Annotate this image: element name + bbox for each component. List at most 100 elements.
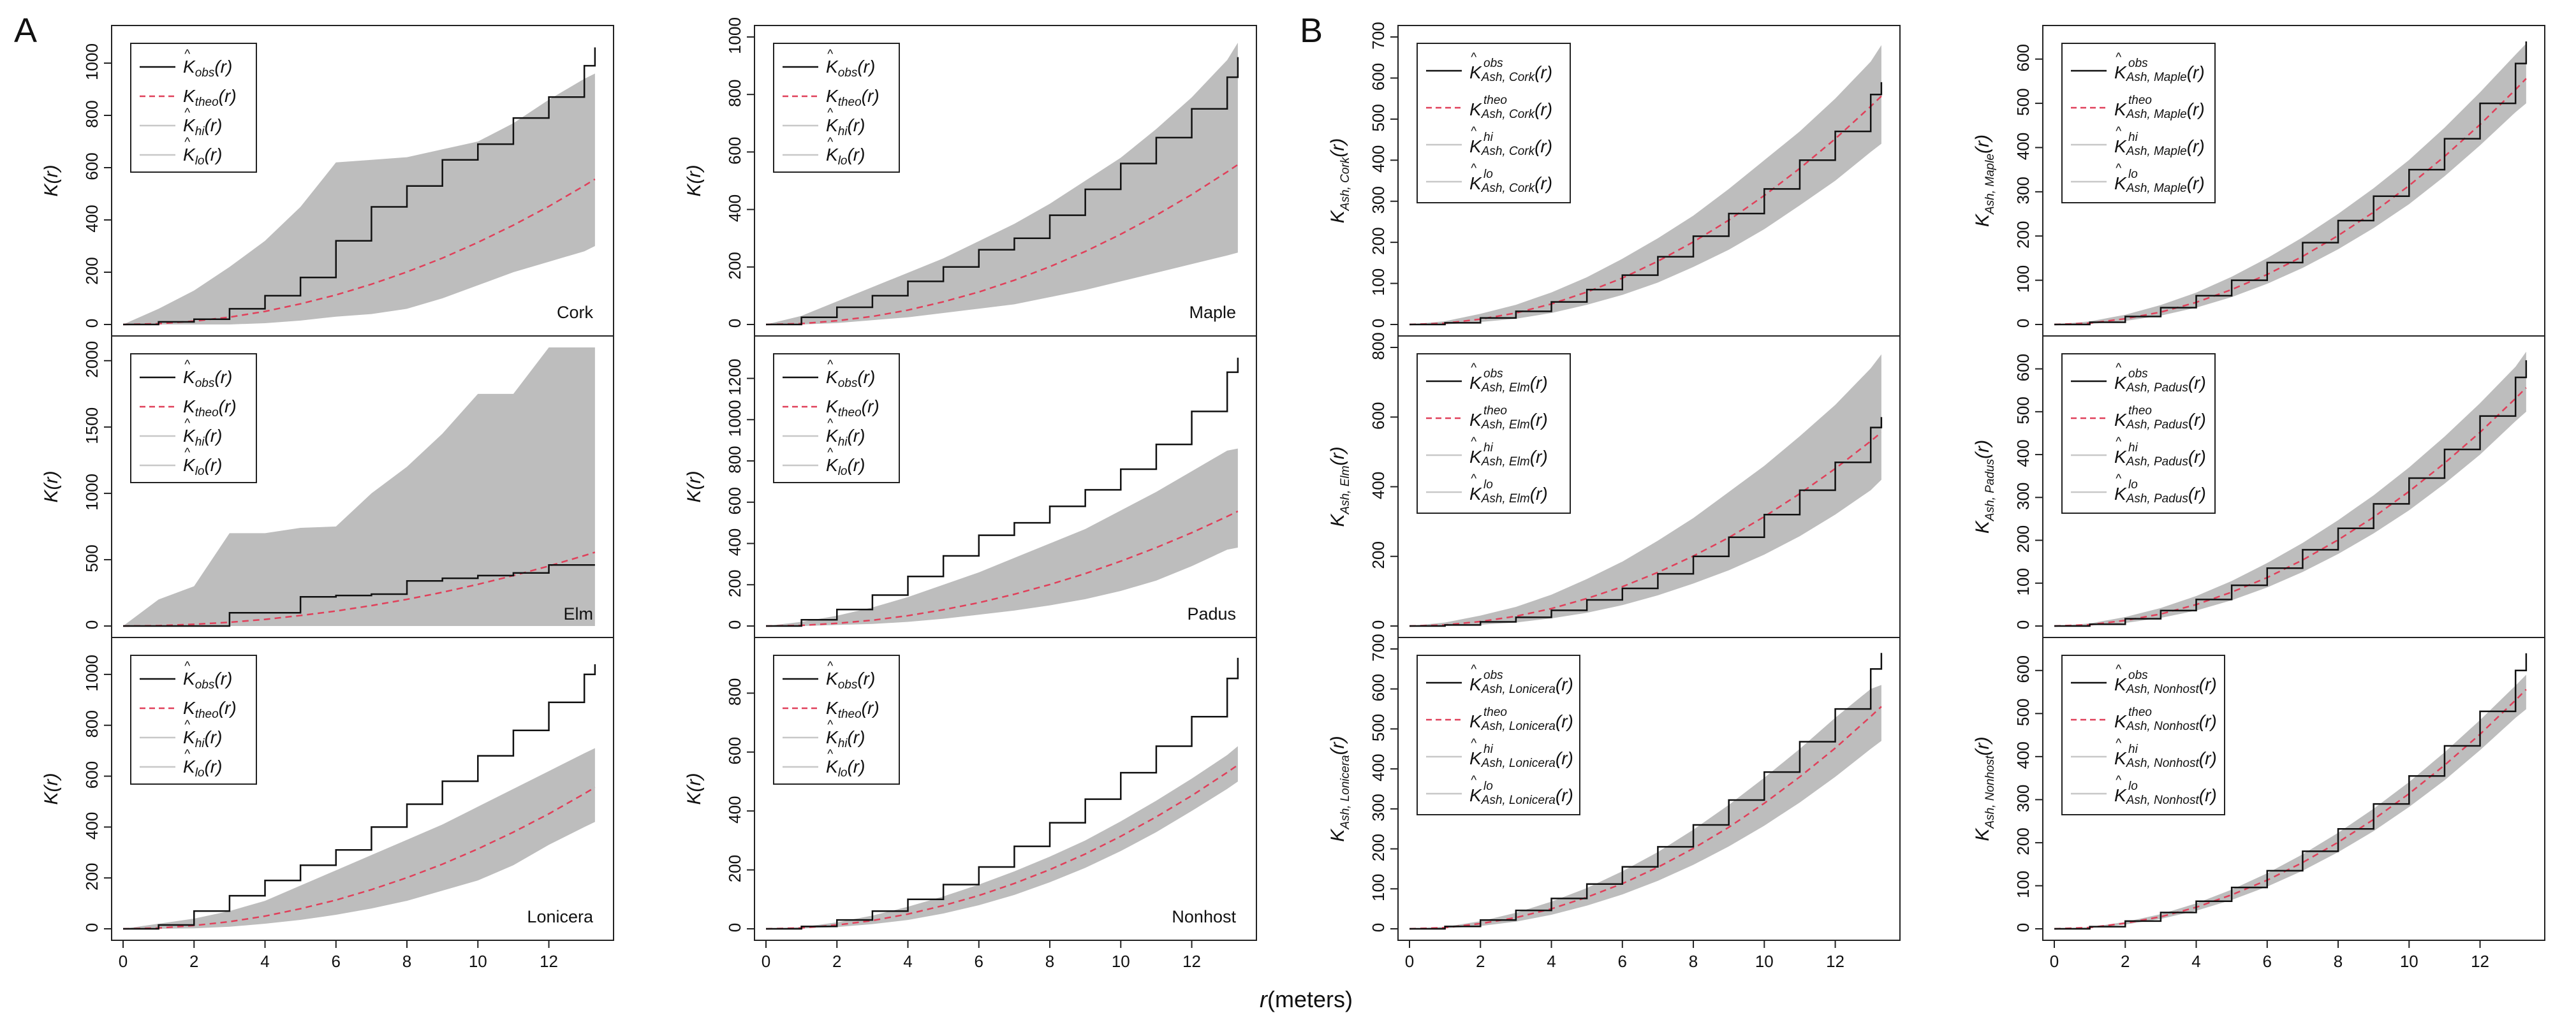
obs-line: [1409, 82, 1883, 326]
y-tick-label: 1000: [82, 43, 101, 80]
y-tick-label: 800: [725, 678, 744, 706]
legend-entry: Klo(r): [183, 145, 222, 168]
legend-entry-sub: hi: [195, 435, 205, 449]
y-axis-title-tail: (r): [1327, 138, 1348, 157]
legend-entry: Kobs(r): [826, 57, 875, 80]
legend-entry: Ktheo(r): [183, 397, 237, 419]
y-tick-label: 100: [2013, 871, 2033, 898]
legend: ^Kobs(r)Ktheo(r)^Khi(r)^Klo(r): [130, 43, 257, 173]
legend-hat: ^: [2116, 361, 2122, 375]
x-tick-label: 10: [2400, 952, 2418, 971]
y-tick-label: 0: [1369, 923, 1388, 932]
legend-entry-sub: Ash, Maple: [2126, 108, 2187, 121]
legend-entry-tail: (r): [847, 426, 865, 446]
legend-entry: Kobs(r): [183, 669, 232, 692]
y-tick-label: 400: [1369, 145, 1388, 173]
legend-entry-sub: obs: [195, 377, 215, 390]
legend-entry-sub: lo: [195, 465, 205, 478]
legend-entry-main: K: [2114, 99, 2127, 119]
x-tick-label: 2: [2121, 952, 2130, 971]
legend-entry-sub: Ash, Elm: [1481, 455, 1530, 469]
x-tick-label: 4: [260, 952, 269, 971]
legend-hat: ^: [2116, 162, 2122, 175]
envelope-band: [766, 746, 1238, 929]
legend-entry-tail: (r): [1530, 447, 1548, 467]
legend-entry-sub: Ash, Nonhost: [2126, 757, 2200, 770]
plot-area: [1409, 354, 1883, 627]
obs-line: [1409, 653, 1883, 930]
legend-entry-tail: (r): [2187, 173, 2205, 193]
y-tick-label: 300: [1369, 186, 1388, 214]
legend-entry-tail: (r): [857, 669, 875, 688]
plot-area: [1409, 45, 1883, 326]
legend-entry-main: K: [826, 397, 839, 416]
y-tick-label: 200: [1369, 227, 1388, 254]
legend-entry-main: K: [1469, 62, 1482, 82]
legend-entry-tail: (r): [847, 727, 865, 747]
y-tick-label: 0: [2013, 923, 2033, 932]
y-axis-title-main: K: [1327, 828, 1348, 842]
x-tick-label: 12: [1826, 952, 1844, 971]
legend-entry-sup: hi: [2128, 743, 2138, 756]
legend-entry-sub: Ash, Lonicera: [1481, 757, 1556, 770]
legend-entry-sup: hi: [1483, 131, 1494, 144]
y-tick-label: 1000: [82, 474, 101, 511]
envelope-band: [123, 73, 595, 325]
y-tick-label: 700: [1369, 634, 1388, 661]
legend-hat: ^: [184, 358, 191, 372]
legend-entry-tail: (r): [2199, 711, 2217, 731]
legend-entry-sup: theo: [1483, 706, 1507, 719]
legend-entry-sup: theo: [2128, 706, 2152, 719]
y-tick-label: 400: [725, 194, 744, 222]
legend-entry-sub: Ash, Cork: [1481, 108, 1536, 121]
legend-entry: Ktheo(r): [826, 397, 880, 419]
x-tick-label: 12: [1182, 952, 1201, 971]
legend-entry-main: K: [2114, 785, 2127, 805]
legend-entry-sub: Ash, Lonicera: [1481, 683, 1556, 696]
y-tick-label: 0: [725, 923, 744, 932]
legend-entry-sub: Ash, Padus: [2126, 381, 2189, 395]
legend-entry: KAsh, Cork(r): [1469, 99, 1552, 121]
legend-entry-main: K: [2114, 62, 2127, 82]
legend-entry-main: K: [183, 86, 196, 106]
legend-entry-sup: lo: [2128, 780, 2138, 793]
legend-entry-tail: (r): [2188, 373, 2206, 393]
panel-name-label: Maple: [1189, 303, 1236, 322]
y-axis-title: KAsh, Cork(r): [1327, 138, 1352, 223]
y-axis-title: KAsh, Lonicera(r): [1327, 736, 1352, 841]
x-tick-label: 6: [332, 952, 341, 971]
panel-frame: [1397, 637, 1901, 941]
legend-entry-main: K: [183, 669, 196, 688]
envelope-band: [2054, 351, 2526, 626]
panel-name-label: Lonicera: [527, 907, 594, 926]
y-tick-label: 400: [725, 796, 744, 823]
obs-line: [766, 358, 1239, 627]
obs-line: [1409, 417, 1883, 627]
legend-entry-tail: (r): [2188, 410, 2206, 430]
legend-entry-tail: (r): [1530, 484, 1548, 504]
x-tick-label: 4: [903, 952, 912, 971]
legend-entry-sub: hi: [195, 737, 205, 750]
legend-hat: ^: [184, 748, 191, 761]
legend-entry-sup: lo: [2128, 478, 2138, 492]
legend-entry-main: K: [1469, 785, 1482, 805]
plot-area: [765, 358, 1239, 627]
legend-entry: Kobs(r): [183, 367, 232, 390]
legend-entry-main: K: [2114, 674, 2127, 694]
y-tick-label: 200: [82, 257, 101, 284]
obs-line: [123, 664, 596, 930]
legend-entry-main: K: [2114, 748, 2127, 768]
legend-entry-tail: (r): [204, 115, 222, 135]
y-tick-label: 2000: [82, 341, 101, 378]
y-tick-label: 800: [82, 100, 101, 127]
legend-entry-main: K: [183, 455, 196, 475]
legend-entry-sub: theo: [838, 406, 862, 419]
legend-entry-sup: obs: [1483, 367, 1503, 381]
legend-entry-sub: theo: [838, 96, 862, 109]
legend-entry-sup: theo: [2128, 94, 2152, 107]
